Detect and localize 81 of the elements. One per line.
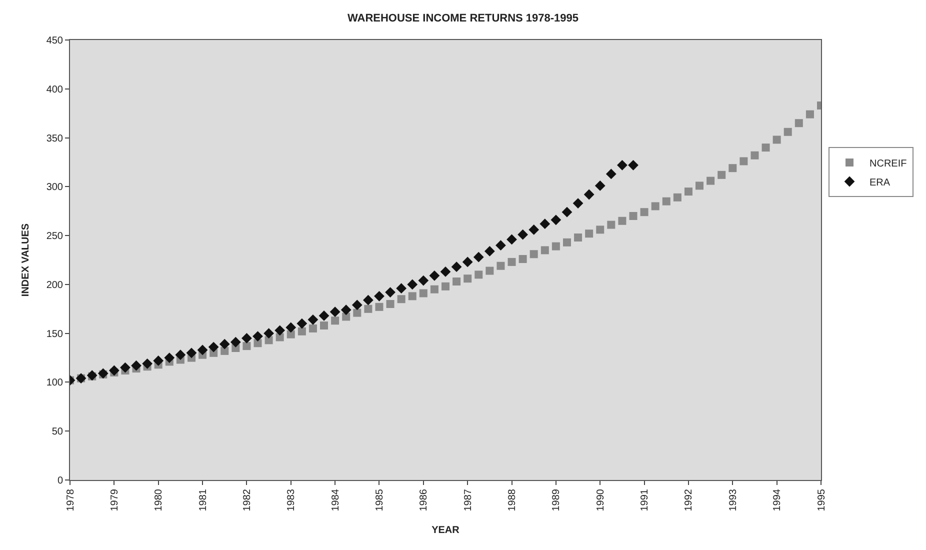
point (120, 362, 130, 373)
x-tick-label: 1990 (595, 488, 606, 512)
point (286, 322, 296, 333)
x-tick-label: 1985 (374, 488, 386, 512)
y-tick-label: 50 (52, 426, 64, 438)
y-axis-title: INDEX VALUES (20, 223, 32, 297)
chart-title: WAREHOUSE INCOME RETURNS 1978-1995 (347, 12, 579, 24)
point (142, 358, 153, 369)
y-tick-label: 300 (46, 182, 64, 194)
legend-label: ERA (870, 177, 890, 188)
x-tick-label: 1995 (816, 488, 828, 512)
y-tick-label: 100 (46, 378, 64, 389)
point (264, 328, 274, 339)
point (208, 342, 219, 352)
legend-label: NCREIF (870, 158, 907, 170)
y-tick-label: 450 (46, 36, 64, 46)
point (506, 234, 517, 245)
point (462, 256, 473, 268)
x-tick-label: 1983 (286, 488, 298, 512)
point (606, 168, 616, 180)
point (164, 352, 175, 363)
x-tick-label: 1979 (109, 488, 120, 512)
x-tick-label: 1989 (551, 488, 562, 512)
point (362, 294, 374, 306)
point (617, 160, 628, 170)
point (296, 318, 308, 329)
point (252, 331, 263, 342)
point (318, 310, 330, 321)
y-tick-label: 0 (57, 476, 64, 486)
point (496, 240, 506, 251)
point (197, 344, 208, 356)
point (230, 336, 241, 348)
point (352, 300, 362, 310)
point (562, 206, 572, 218)
point (518, 229, 528, 240)
point (429, 270, 440, 281)
point (451, 262, 462, 272)
point (131, 360, 142, 371)
point (540, 218, 550, 230)
point (374, 290, 384, 302)
point (418, 275, 429, 286)
point (340, 304, 352, 316)
y-tick-label: 250 (46, 231, 64, 242)
point (550, 214, 562, 226)
point (628, 160, 638, 170)
x-tick-label: 1991 (640, 488, 651, 512)
point (385, 287, 396, 298)
point (330, 306, 340, 318)
point (219, 338, 230, 350)
y-tick-label: 350 (46, 133, 64, 144)
point (584, 189, 594, 200)
point (473, 252, 484, 262)
x-tick-label: 1982 (242, 488, 253, 512)
point (153, 356, 164, 366)
x-tick-label: 1978 (65, 488, 76, 512)
point (242, 333, 252, 344)
x-tick-label: 1984 (330, 488, 342, 512)
y-tick-label: 400 (46, 84, 64, 96)
point (186, 348, 197, 358)
point (108, 365, 120, 376)
x-tick-label: 1993 (728, 488, 739, 512)
x-tick-label: 1992 (684, 488, 695, 512)
x-tick-label: 1980 (154, 488, 165, 512)
y-tick-label: 200 (46, 280, 64, 291)
point (594, 180, 606, 191)
x-axis-title: YEAR (432, 524, 460, 536)
y-tick-label: 150 (46, 328, 64, 340)
point (528, 224, 540, 235)
point (308, 314, 318, 325)
x-tick-label: 1981 (198, 488, 209, 512)
x-tick-label: 1987 (462, 488, 474, 512)
point (175, 350, 186, 360)
point (396, 283, 407, 294)
point (274, 325, 286, 336)
point (572, 198, 584, 208)
point (440, 266, 451, 277)
x-tick-label: 1986 (418, 488, 430, 512)
point (484, 246, 495, 256)
x-tick-label: 1988 (507, 488, 518, 512)
point (407, 279, 418, 290)
x-tick-label: 1994 (772, 488, 784, 512)
